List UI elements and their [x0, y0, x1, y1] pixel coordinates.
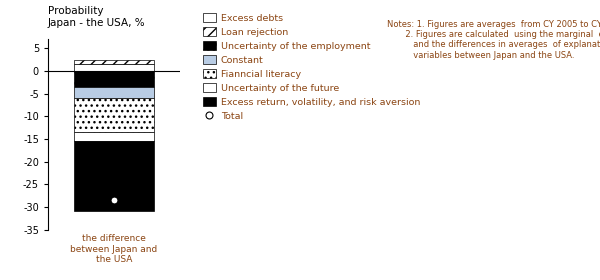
- Bar: [74, 141, 154, 211]
- Bar: [74, 71, 154, 87]
- Bar: [74, 60, 154, 64]
- Text: Notes: 1. Figures are averages  from CY 2005 to CY 2011.
       2. Figures are c: Notes: 1. Figures are averages from CY 2…: [387, 20, 600, 60]
- Bar: [74, 98, 154, 132]
- Legend: Excess debts, Loan rejection, Uncertainty of the employment, Constant, Fianncial: Excess debts, Loan rejection, Uncertaint…: [203, 13, 420, 121]
- Bar: [74, 132, 154, 141]
- Text: Probability
Japan - the USA, %: Probability Japan - the USA, %: [48, 6, 146, 28]
- Bar: [74, 87, 154, 98]
- Bar: [74, 64, 154, 71]
